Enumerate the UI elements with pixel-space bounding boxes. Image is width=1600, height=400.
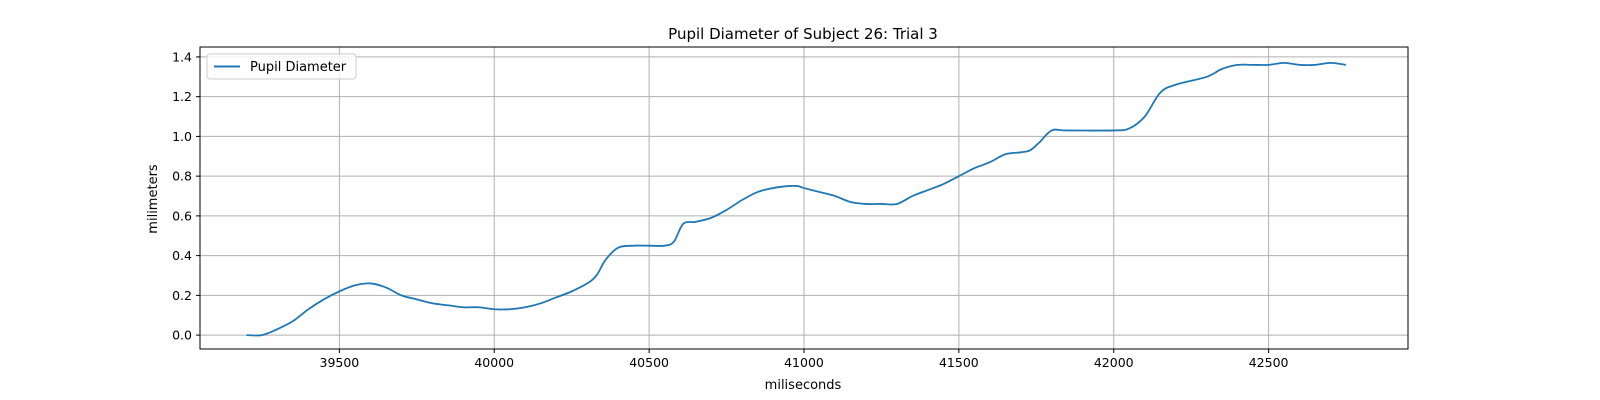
y-axis-label: milimeters bbox=[146, 164, 161, 234]
x-axis-label: miliseconds bbox=[765, 378, 842, 393]
series-layer bbox=[246, 61, 1347, 337]
y-tick-label: 0.4 bbox=[172, 248, 192, 263]
x-tick-label: 41000 bbox=[784, 355, 824, 370]
y-tick-label: 0.2 bbox=[172, 288, 192, 303]
x-tick-label: 40500 bbox=[629, 355, 669, 370]
y-tick-label: 0.0 bbox=[172, 328, 192, 343]
y-tick-label: 1.2 bbox=[172, 89, 192, 104]
x-axis-ticks: 39500 40000 40500 41000 41500 42000 42500 bbox=[320, 349, 1289, 370]
x-tick-label: 42000 bbox=[1094, 355, 1134, 370]
legend-label: Pupil Diameter bbox=[250, 60, 347, 75]
x-tick-label: 40000 bbox=[474, 355, 514, 370]
y-axis-ticks: 0.0 0.2 0.4 0.6 0.8 1.0 1.2 1.4 bbox=[172, 49, 200, 343]
y-tick-label: 1.0 bbox=[172, 129, 192, 144]
x-tick-label: 39500 bbox=[320, 355, 360, 370]
legend: Pupil Diameter bbox=[206, 53, 357, 80]
y-tick-label: 0.6 bbox=[172, 208, 192, 223]
x-tick-label: 42500 bbox=[1249, 355, 1289, 370]
grid-lines bbox=[200, 47, 1408, 349]
y-tick-label: 0.8 bbox=[172, 169, 192, 184]
y-tick-label: 1.4 bbox=[172, 49, 192, 64]
series-line-pupil-diameter bbox=[246, 61, 1347, 337]
x-tick-label: 41500 bbox=[939, 355, 979, 370]
legend-box bbox=[206, 53, 357, 80]
chart-title: Pupil Diameter of Subject 26: Trial 3 bbox=[668, 25, 938, 43]
